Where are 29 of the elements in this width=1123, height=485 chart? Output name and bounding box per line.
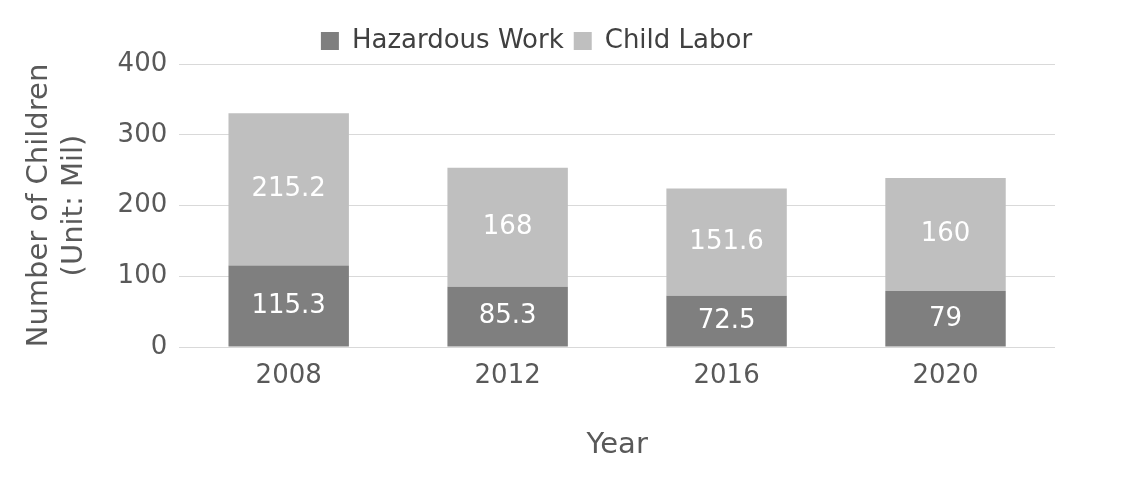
bar: [885, 177, 1006, 292]
x-axis-title: Year: [585, 426, 648, 461]
x-tick-label: 2016: [693, 359, 760, 390]
data-label: 79: [928, 301, 963, 332]
bar: [447, 167, 568, 287]
data-label: 72.5: [697, 303, 756, 334]
y-tick-label: 100: [117, 259, 168, 289]
y-tick-label: 0: [150, 329, 168, 360]
legend-label: Hazardous Work: [351, 23, 564, 54]
y-tick-label: 300: [117, 117, 168, 148]
x-tick-label: 2008: [255, 359, 322, 390]
data-label: 85.3: [478, 299, 537, 330]
x-tick-label: 2020: [912, 359, 979, 390]
data-label: 160: [920, 217, 971, 248]
y-axis-title: Number of Children (Unit: Mil): [19, 63, 89, 348]
bar: [228, 113, 349, 266]
y-tick-label: 200: [117, 188, 168, 219]
bar: [228, 265, 349, 347]
data-label: 215.2: [251, 172, 326, 203]
legend-label: Child Labor: [604, 23, 753, 54]
bar: [885, 291, 1006, 347]
data-label: 151.6: [689, 224, 764, 255]
bar: [666, 188, 787, 296]
data-label: 168: [482, 209, 533, 240]
bar: [447, 286, 568, 347]
x-tick-label: 2012: [474, 359, 541, 390]
y-tick-label: 400: [117, 46, 168, 77]
data-label: 115.3: [251, 288, 326, 319]
bar: [666, 295, 787, 347]
